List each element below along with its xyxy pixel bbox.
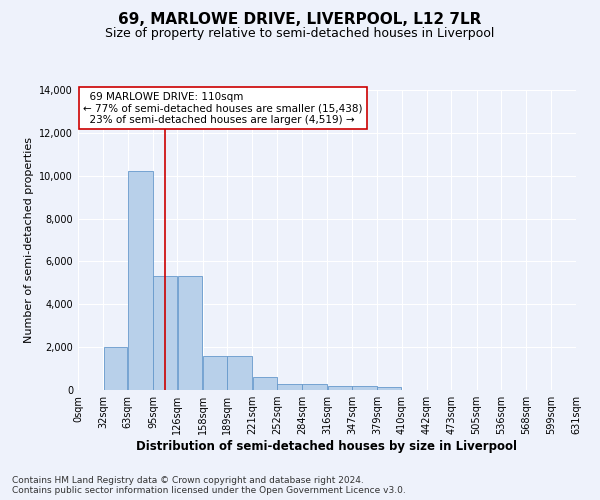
Bar [253,377,277,390]
Bar [153,276,177,390]
Bar [203,356,227,390]
Bar [178,276,202,390]
Bar [128,172,152,390]
Bar [328,386,352,390]
X-axis label: Distribution of semi-detached houses by size in Liverpool: Distribution of semi-detached houses by … [137,440,517,453]
Y-axis label: Number of semi-detached properties: Number of semi-detached properties [24,137,34,343]
Bar [302,384,327,390]
Bar [227,356,252,390]
Text: 69 MARLOWE DRIVE: 110sqm
← 77% of semi-detached houses are smaller (15,438)
  23: 69 MARLOWE DRIVE: 110sqm ← 77% of semi-d… [83,92,362,124]
Bar [352,386,377,390]
Bar [104,347,127,390]
Text: 69, MARLOWE DRIVE, LIVERPOOL, L12 7LR: 69, MARLOWE DRIVE, LIVERPOOL, L12 7LR [118,12,482,28]
Bar [377,388,401,390]
Bar [277,384,302,390]
Text: Size of property relative to semi-detached houses in Liverpool: Size of property relative to semi-detach… [106,28,494,40]
Text: Contains HM Land Registry data © Crown copyright and database right 2024.
Contai: Contains HM Land Registry data © Crown c… [12,476,406,495]
